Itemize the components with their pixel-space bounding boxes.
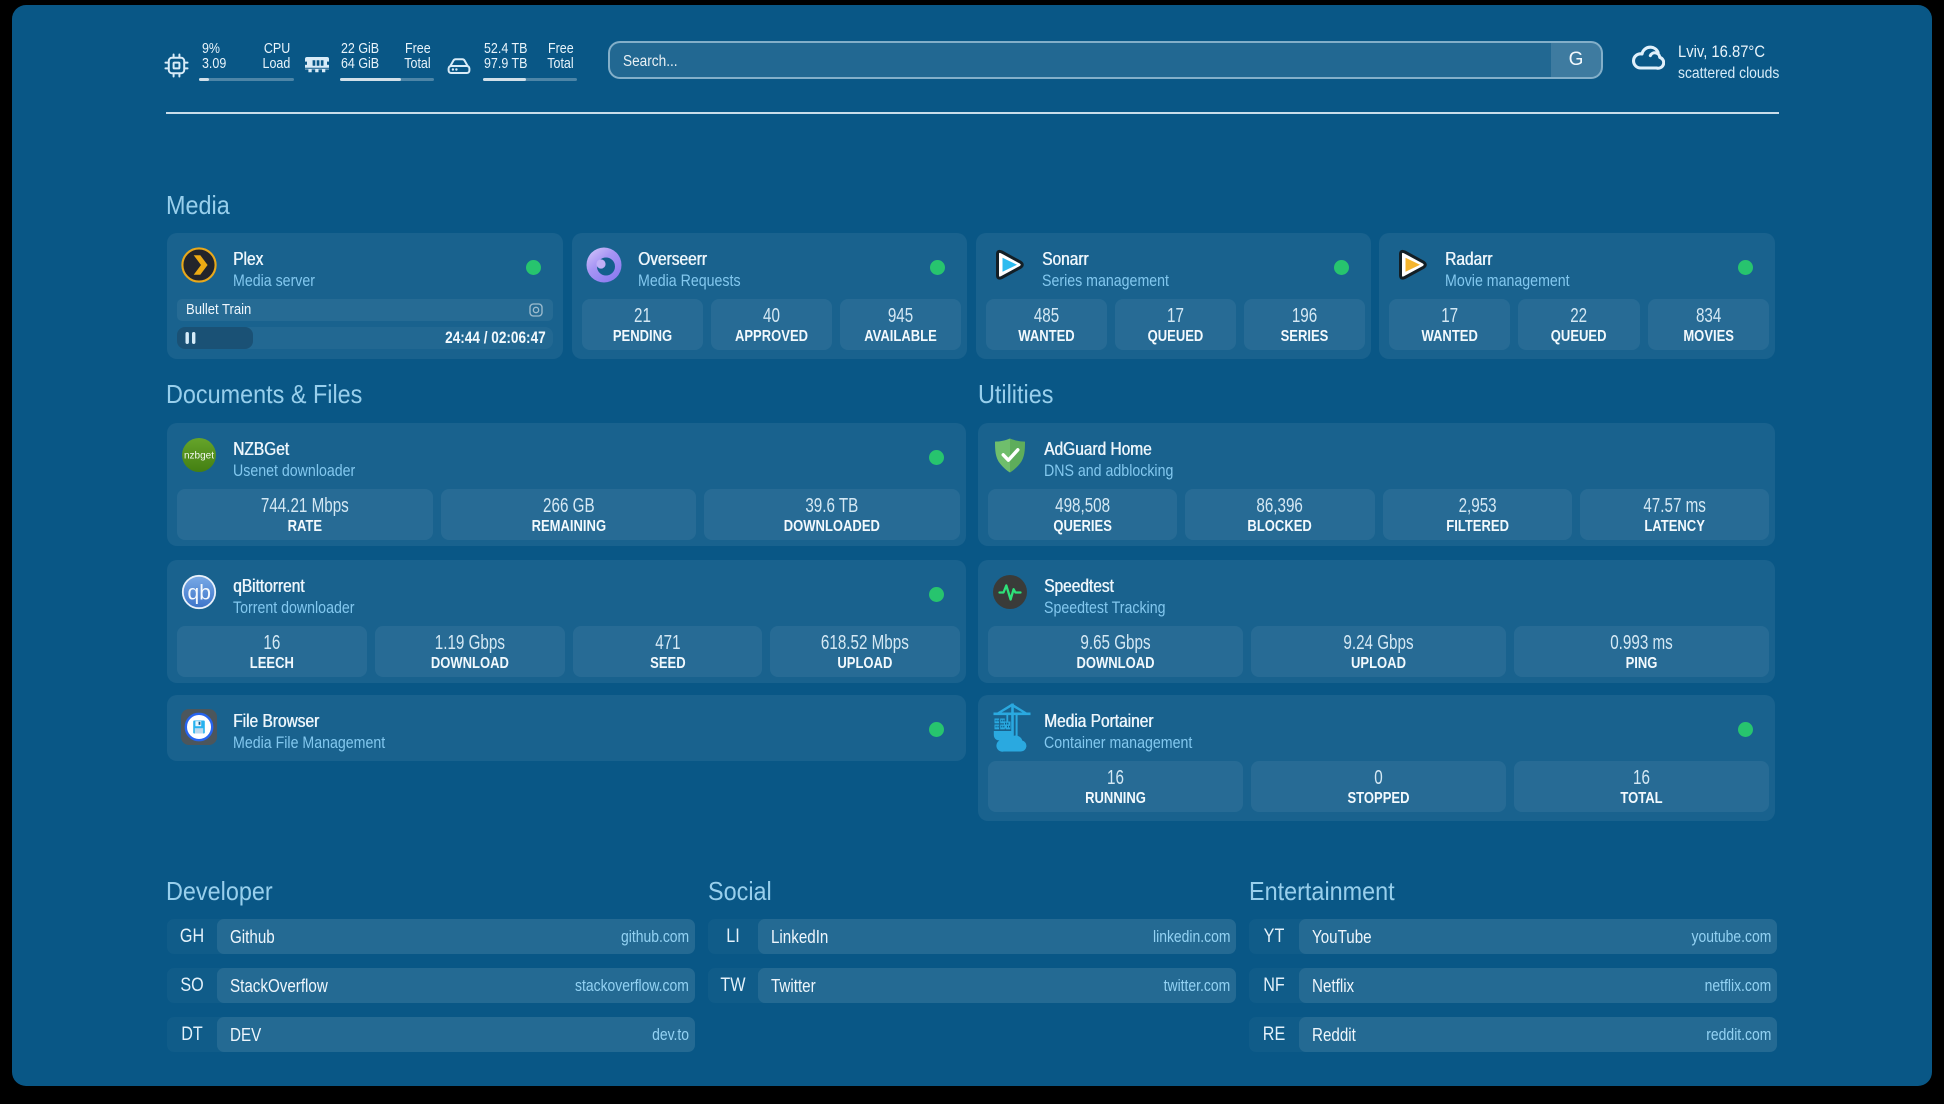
- svg-text:nzbget: nzbget: [184, 451, 214, 462]
- svg-text:qb: qb: [188, 582, 211, 605]
